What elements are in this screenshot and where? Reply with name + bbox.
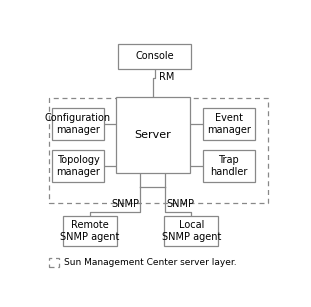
FancyBboxPatch shape [118, 44, 191, 69]
Text: Console: Console [135, 51, 174, 61]
FancyBboxPatch shape [52, 150, 104, 182]
Text: RM: RM [159, 72, 174, 82]
Text: Event
manager: Event manager [207, 113, 251, 134]
FancyBboxPatch shape [63, 216, 117, 246]
Text: Trap
handler: Trap handler [210, 155, 247, 177]
FancyBboxPatch shape [203, 150, 255, 182]
Text: SNMP: SNMP [166, 200, 194, 209]
FancyBboxPatch shape [116, 97, 189, 173]
Text: Configuration
manager: Configuration manager [45, 113, 111, 134]
Text: Remote
SNMP agent: Remote SNMP agent [60, 220, 120, 242]
FancyBboxPatch shape [164, 216, 218, 246]
FancyBboxPatch shape [203, 108, 255, 140]
Text: Local
SNMP agent: Local SNMP agent [162, 220, 221, 242]
Text: Topology
manager: Topology manager [56, 155, 100, 177]
FancyBboxPatch shape [52, 108, 104, 140]
Text: Sun Management Center server layer.: Sun Management Center server layer. [64, 258, 237, 267]
Text: SNMP: SNMP [111, 200, 139, 209]
Text: Server: Server [134, 130, 171, 140]
